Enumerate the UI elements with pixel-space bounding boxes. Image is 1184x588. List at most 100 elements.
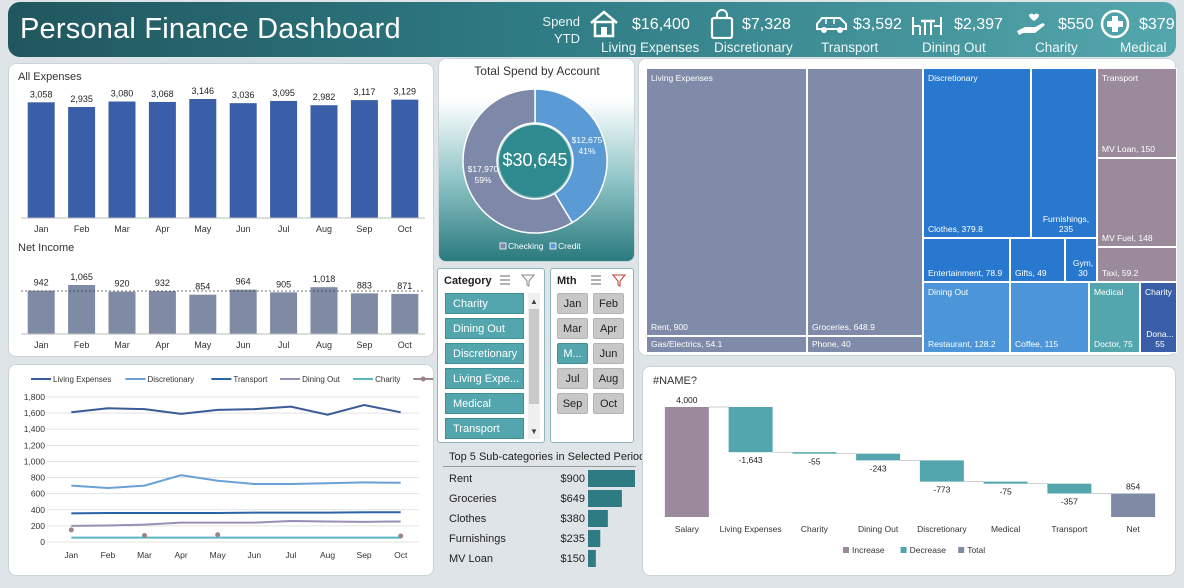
scroll-up-icon[interactable]: ▲ <box>530 297 538 306</box>
treemap-doctor[interactable]: Medical Doctor, 75 <box>1089 282 1140 353</box>
slicer-item-transport[interactable]: Transport <box>445 418 524 439</box>
treemap-group-charity: Charity <box>1145 287 1172 297</box>
treemap-gas-electrics[interactable]: Gas/Electrics, 54.1 <box>646 336 807 353</box>
legend-item: Dining Out <box>280 375 341 384</box>
kpi-value: $550 <box>1058 16 1094 33</box>
bar <box>108 291 136 334</box>
y-tick-label: 1,800 <box>24 392 46 402</box>
category-slicer: Category Charity Dining Out Discretionar… <box>437 268 545 443</box>
slicer-item-living-expenses[interactable]: Living Expe... <box>445 368 524 389</box>
x-tick-label: Medical <box>991 524 1020 534</box>
x-tick-label: May <box>194 224 212 234</box>
month-oct[interactable]: Oct <box>593 393 624 414</box>
slicer-item-charity[interactable]: Charity <box>445 293 524 314</box>
month-jun[interactable]: Jun <box>593 343 624 364</box>
waterfall-value-label: -1,643 <box>739 455 763 465</box>
data-point <box>398 533 404 539</box>
top5-title: Top 5 Sub-categories in Selected Period <box>449 451 646 463</box>
top5-bar <box>588 550 596 567</box>
bar-value-label: 3,068 <box>151 89 174 99</box>
clear-filter-icon[interactable] <box>520 274 536 287</box>
treemap-gifts[interactable]: Gifts, 49 <box>1010 238 1065 282</box>
net-income-title: Net Income <box>18 242 74 254</box>
treemap-coffee[interactable]: Coffee, 115 <box>1010 282 1089 353</box>
month-jul[interactable]: Jul <box>557 368 588 389</box>
treemap-mv-fuel[interactable]: MV Fuel, 148 <box>1097 158 1177 247</box>
slicer-item-dining-out[interactable]: Dining Out <box>445 318 524 339</box>
treemap-groceries[interactable]: Groceries, 648.9 <box>807 68 923 336</box>
slicer-item-discretionary[interactable]: Discretionary <box>445 343 524 364</box>
treemap-cell-label: Rent, 900 <box>651 322 688 332</box>
legend-label: Charity <box>375 375 400 384</box>
slicer-item-medical[interactable]: Medical <box>445 393 524 414</box>
bar <box>27 290 55 334</box>
month-apr[interactable]: Apr <box>593 318 624 339</box>
treemap-mv-loan[interactable]: Transport MV Loan, 150 <box>1097 68 1177 158</box>
treemap-gym[interactable]: Gym, 30 <box>1065 238 1097 282</box>
month-feb[interactable]: Feb <box>593 293 624 314</box>
waterfall-value-label: -243 <box>870 463 887 473</box>
treemap-entertainment[interactable]: Entertainment, 78.9 <box>923 238 1010 282</box>
donut-center-total: $30,645 <box>502 150 567 170</box>
treemap-furnishings[interactable]: Furnishings, 235 <box>1031 68 1097 238</box>
legend-label: Discretionary <box>148 375 195 384</box>
x-tick-label: Jan <box>64 550 78 560</box>
clear-filter-icon[interactable] <box>611 274 627 287</box>
bar <box>350 293 378 334</box>
treemap-group-living-expenses: Living Expenses <box>651 73 713 83</box>
month-jan[interactable]: Jan <box>557 293 588 314</box>
donut-chart: Total Spend by Account $30,645 $12,675 4… <box>462 64 608 251</box>
multi-select-icon[interactable] <box>591 275 601 285</box>
month-mar[interactable]: Mar <box>557 318 588 339</box>
bar-value-label: 920 <box>114 279 129 289</box>
month-sep[interactable]: Sep <box>557 393 588 414</box>
bar <box>310 287 338 334</box>
treemap-donations[interactable]: Charity Dona... 55 <box>1140 282 1177 353</box>
treemap-taxi[interactable]: Taxi, 59.2 <box>1097 247 1177 282</box>
kpi-value: $2,397 <box>954 16 1003 33</box>
legend-credit-swatch <box>549 242 557 250</box>
top5-bars: Rent $900 Groceries $649 Clothes $380 Furnishi… <box>449 470 635 567</box>
bar <box>350 100 378 218</box>
bar-value-label: 3,080 <box>111 88 134 98</box>
x-tick-label: Living Expenses <box>720 524 782 534</box>
legend-checking: Checking <box>508 241 544 251</box>
waterfall-value-label: 4,000 <box>676 395 698 405</box>
y-tick-label: 1,000 <box>24 456 46 466</box>
waterfall-bar <box>792 452 837 454</box>
multi-select-icon[interactable] <box>500 275 510 285</box>
scroll-thumb[interactable] <box>529 309 539 404</box>
slicer-scrollbar[interactable]: ▲ ▼ <box>528 293 540 439</box>
treemap-clothes[interactable]: Discretionary Clothes, 379.8 <box>923 68 1031 238</box>
category-slicer-title: Category <box>444 275 492 287</box>
treemap-panel: Living Expenses Rent, 900 Groceries, 648.… <box>638 58 1177 356</box>
dashboard-header: Personal Finance Dashboard Spend YTD $16… <box>8 2 1176 57</box>
treemap-group-discretionary: Discretionary <box>928 73 978 83</box>
treemap-rent[interactable]: Living Expenses Rent, 900 <box>646 68 807 336</box>
donut-slice-credit <box>534 88 608 224</box>
x-tick-label: Mar <box>137 550 152 560</box>
month-may[interactable]: M... <box>557 343 588 364</box>
donut-checking-pct: 59% <box>474 175 491 185</box>
donut-center <box>499 125 571 197</box>
treemap-phone[interactable]: Phone, 40 <box>807 336 923 353</box>
legend-label: Total <box>967 545 985 555</box>
waterfall-value-label: -357 <box>1061 497 1078 507</box>
treemap-cell-label: Gym, 30 <box>1072 258 1094 278</box>
bar <box>229 103 257 218</box>
car-icon <box>816 17 847 33</box>
charity-hand-icon <box>1017 13 1045 35</box>
x-tick-label: Apr <box>155 340 169 350</box>
spend-label: Spend <box>542 14 580 29</box>
top5-subcategories: Top 5 Sub-categories in Selected Period … <box>443 448 645 578</box>
treemap-restaurant[interactable]: Dining Out Restaurant, 128.2 <box>923 282 1010 353</box>
bar-value-label: 1,018 <box>313 274 336 284</box>
top5-bar <box>588 510 608 527</box>
month-aug[interactable]: Aug <box>593 368 624 389</box>
x-tick-label: Mar <box>114 340 130 350</box>
top5-value: $150 <box>561 553 585 565</box>
scroll-down-icon[interactable]: ▼ <box>530 427 538 436</box>
x-tick-label: Net <box>1127 524 1141 534</box>
x-tick-label: Oct <box>398 224 413 234</box>
dining-table-icon <box>912 17 942 35</box>
